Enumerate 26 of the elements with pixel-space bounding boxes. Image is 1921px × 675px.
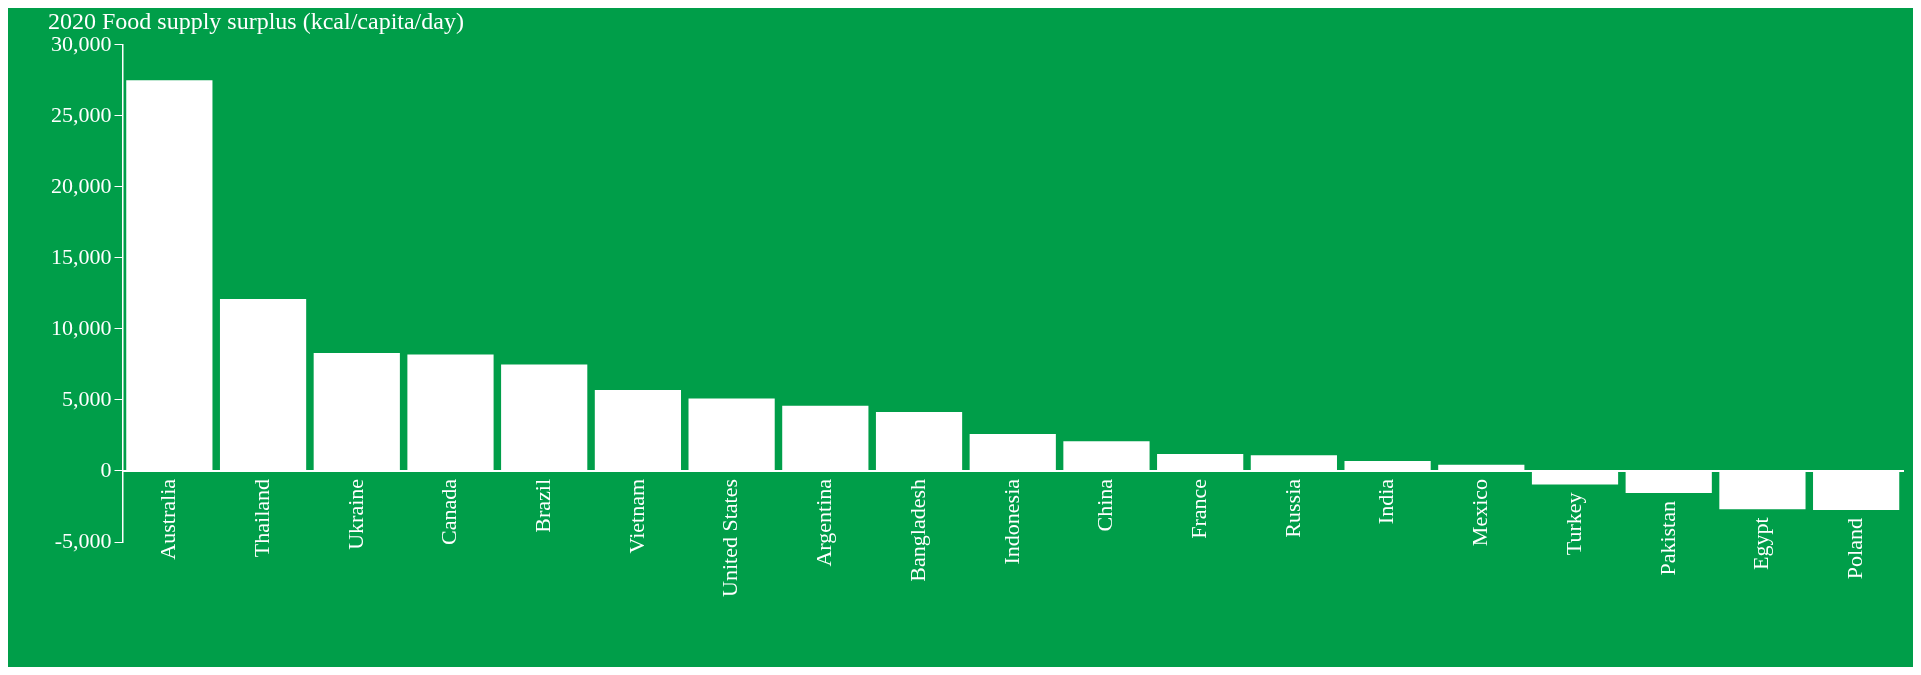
x-tick-label: Australia: [155, 478, 181, 560]
x-tick-label: Brazil: [529, 478, 555, 533]
y-tick-label: 5,000: [62, 385, 112, 411]
x-tick-label: Poland: [1841, 518, 1867, 580]
x-tick-label: Egypt: [1748, 517, 1774, 570]
x-tick-label: Mexico: [1467, 478, 1493, 547]
x-tick-label: Thailand: [248, 478, 274, 558]
x-tick-label: Ukraine: [342, 478, 368, 550]
x-tick-label: Bangladesh: [904, 478, 930, 582]
y-tick-label: 20,000: [51, 172, 112, 198]
x-tick-label: Russia: [1279, 478, 1305, 538]
x-tick-label: Indonesia: [998, 478, 1024, 565]
x-tick-label: Argentina: [811, 478, 837, 567]
y-tick-label: 10,000: [51, 314, 112, 340]
x-tick-label: Turkey: [1560, 492, 1586, 556]
y-tick-label: -5,000: [54, 527, 112, 553]
x-tick-label: Pakistan: [1654, 500, 1680, 576]
x-tick-label: Vietnam: [623, 478, 649, 554]
x-tick-label: China: [1092, 478, 1118, 532]
x-tick-label: France: [1185, 478, 1211, 539]
y-tick-label: 15,000: [51, 243, 112, 269]
x-tick-label: United States: [717, 478, 743, 597]
x-tick-label: India: [1373, 478, 1399, 525]
y-tick-label: 0: [100, 456, 112, 482]
x-tick-label: Canada: [436, 478, 462, 545]
y-tick-label: 25,000: [51, 101, 112, 127]
